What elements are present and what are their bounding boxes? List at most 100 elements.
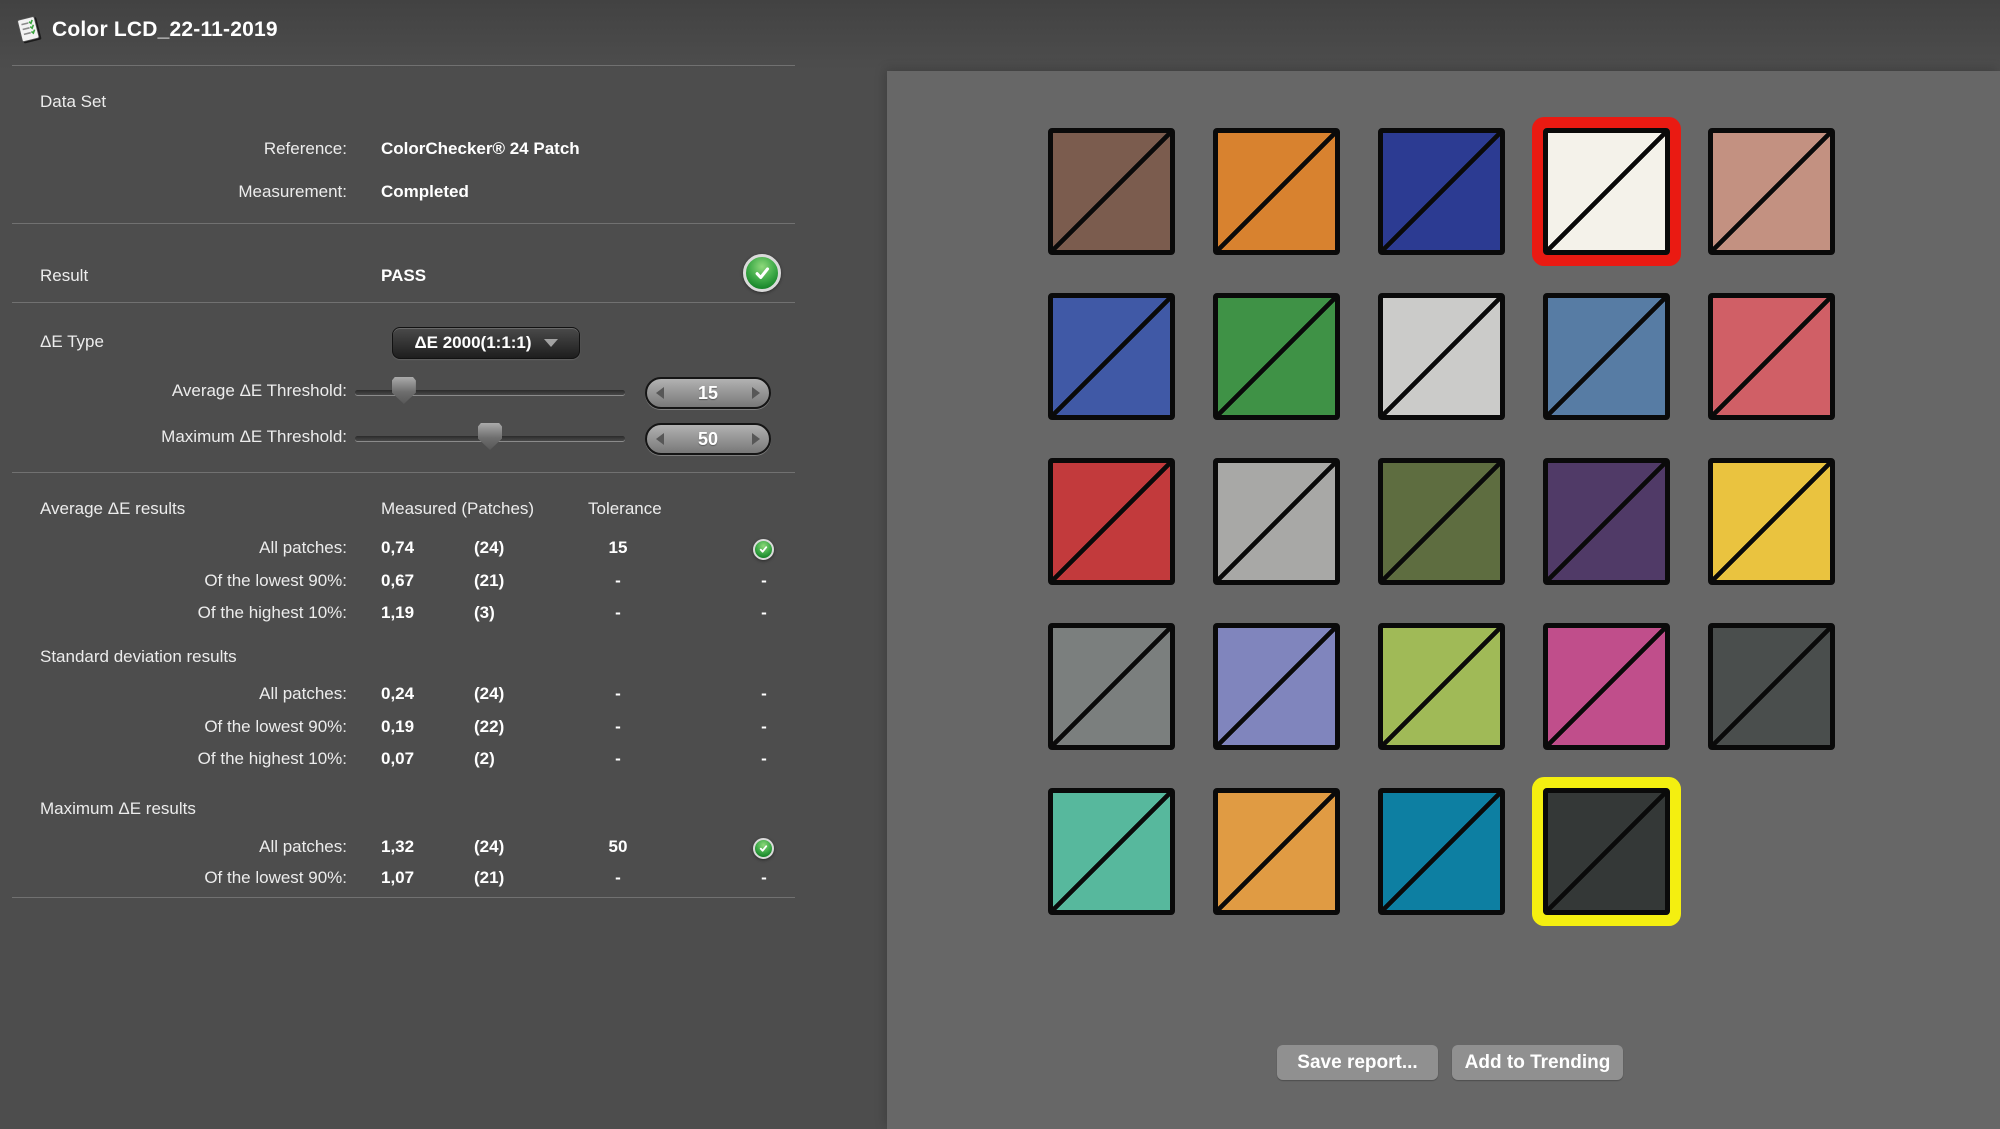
- chevron-down-icon: [543, 339, 558, 347]
- column-header-tolerance: Tolerance: [588, 499, 662, 518]
- patch-orange[interactable]: [1213, 128, 1340, 255]
- patch-foliage[interactable]: [1378, 458, 1505, 585]
- results-section-title: Average ΔE results: [40, 499, 186, 518]
- patch-neutral-8[interactable]: [1378, 293, 1505, 420]
- result-row-status-dash: -: [761, 717, 767, 736]
- pass-check-icon: [753, 838, 774, 859]
- result-row-tolerance: -: [615, 684, 621, 703]
- result-row-measured: 0,07: [381, 749, 415, 768]
- result-row-patch-count: (3): [474, 603, 495, 622]
- result-row-patch-count: (24): [474, 684, 505, 703]
- stepper-decrement-icon[interactable]: [656, 433, 664, 445]
- de-type-dropdown[interactable]: ΔE 2000(1:1:1): [392, 327, 580, 359]
- result-row-status-dash: -: [761, 684, 767, 703]
- patch-white[interactable]: [1543, 128, 1670, 255]
- patch-neutral-6-5[interactable]: [1213, 458, 1340, 585]
- patch-bluish-green[interactable]: [1048, 788, 1175, 915]
- average-threshold-value: 15: [697, 382, 719, 403]
- result-row-label: All patches:: [259, 837, 347, 856]
- result-row-status-dash: -: [761, 749, 767, 768]
- patch-purplish-blue[interactable]: [1048, 293, 1175, 420]
- result-row-measured: 0,19: [381, 717, 415, 736]
- result-row-label: Of the highest 10%:: [197, 749, 347, 768]
- stepper-increment-icon[interactable]: [752, 433, 760, 445]
- result-row-measured: 1,32: [381, 837, 415, 856]
- patch-yellow[interactable]: [1708, 458, 1835, 585]
- reference-label: Reference:: [263, 139, 347, 158]
- data-set-heading: Data Set: [40, 92, 107, 111]
- result-row-tolerance: -: [615, 717, 621, 736]
- separator: [12, 897, 795, 898]
- reference-value: ColorChecker® 24 Patch: [381, 139, 580, 158]
- patch-light-skin[interactable]: [1708, 128, 1835, 255]
- de-type-selected-value: ΔE 2000(1:1:1): [414, 333, 532, 352]
- patch-yellow-green[interactable]: [1378, 623, 1505, 750]
- page-title: Color LCD_22-11-2019: [52, 18, 278, 41]
- measurement-label: Measurement:: [238, 182, 347, 201]
- result-row-tolerance: -: [615, 868, 621, 887]
- average-threshold-slider-knob[interactable]: [391, 377, 416, 404]
- maximum-threshold-slider-knob[interactable]: [478, 423, 502, 450]
- patch-dark-skin[interactable]: [1048, 128, 1175, 255]
- patch-cyan[interactable]: [1378, 788, 1505, 915]
- result-row-measured: 1,19: [381, 603, 415, 622]
- patch-red[interactable]: [1048, 458, 1175, 585]
- result-row-label: Of the highest 10%:: [197, 603, 347, 622]
- patch-blue-flower[interactable]: [1213, 623, 1340, 750]
- result-row-patch-count: (21): [474, 571, 505, 590]
- separator: [12, 65, 795, 66]
- average-threshold-stepper[interactable]: 15: [645, 377, 771, 409]
- stepper-increment-icon[interactable]: [752, 387, 760, 399]
- separator: [12, 472, 795, 473]
- report-checklist-icon: [17, 16, 42, 44]
- measurement-value: Completed: [381, 182, 469, 201]
- result-row-status-dash: -: [761, 603, 767, 622]
- result-row-label: All patches:: [259, 538, 347, 557]
- result-value: PASS: [381, 266, 427, 285]
- result-row-tolerance: -: [615, 749, 621, 768]
- separator: [12, 302, 795, 303]
- result-row-tolerance: -: [615, 603, 621, 622]
- patch-black[interactable]: [1543, 788, 1670, 915]
- result-row-status-dash: -: [761, 868, 767, 887]
- add-to-trending-button[interactable]: Add to Trending: [1452, 1045, 1623, 1080]
- result-row-tolerance: -: [615, 571, 621, 590]
- result-row-measured: 0,74: [381, 538, 415, 557]
- results-panel: Color LCD_22-11-2019 Data Set Reference:…: [0, 0, 887, 1129]
- patch-blue-sky[interactable]: [1543, 293, 1670, 420]
- maximum-threshold-stepper[interactable]: 50: [645, 423, 771, 455]
- patch-green[interactable]: [1213, 293, 1340, 420]
- pass-check-icon: [753, 539, 774, 560]
- window-title-row: Color LCD_22-11-2019: [14, 14, 278, 46]
- pass-check-badge: [743, 254, 781, 292]
- result-row-tolerance: 15: [608, 538, 628, 557]
- patch-moderate-red[interactable]: [1708, 293, 1835, 420]
- column-header-measured: Measured (Patches): [381, 499, 535, 518]
- patch-magenta[interactable]: [1543, 623, 1670, 750]
- results-section-title: Standard deviation results: [40, 647, 237, 666]
- result-row-patch-count: (24): [474, 837, 505, 856]
- patch-neutral-5[interactable]: [1048, 623, 1175, 750]
- average-threshold-label: Average ΔE Threshold:: [171, 381, 347, 400]
- patch-neutral-3-5[interactable]: [1708, 623, 1835, 750]
- result-row-measured: 0,24: [381, 684, 415, 703]
- stepper-decrement-icon[interactable]: [656, 387, 664, 399]
- result-row-label: Of the lowest 90%:: [204, 571, 347, 590]
- maximum-threshold-label: Maximum ΔE Threshold:: [161, 427, 347, 446]
- color-patch-grid: [1048, 128, 1835, 915]
- result-row-patch-count: (21): [474, 868, 505, 887]
- separator: [12, 223, 795, 224]
- patch-orange-yellow[interactable]: [1213, 788, 1340, 915]
- patch-purple[interactable]: [1543, 458, 1670, 585]
- result-row-tolerance: 50: [608, 837, 628, 856]
- average-threshold-slider-track[interactable]: [355, 390, 625, 395]
- result-row-label: All patches:: [259, 684, 347, 703]
- save-report-button[interactable]: Save report...: [1277, 1045, 1438, 1080]
- result-row-patch-count: (22): [474, 717, 505, 736]
- de-type-label: ΔE Type: [40, 332, 104, 351]
- result-row-measured: 1,07: [381, 868, 415, 887]
- result-row-label: Of the lowest 90%:: [204, 717, 347, 736]
- patch-blue[interactable]: [1378, 128, 1505, 255]
- result-row-measured: 0,67: [381, 571, 415, 590]
